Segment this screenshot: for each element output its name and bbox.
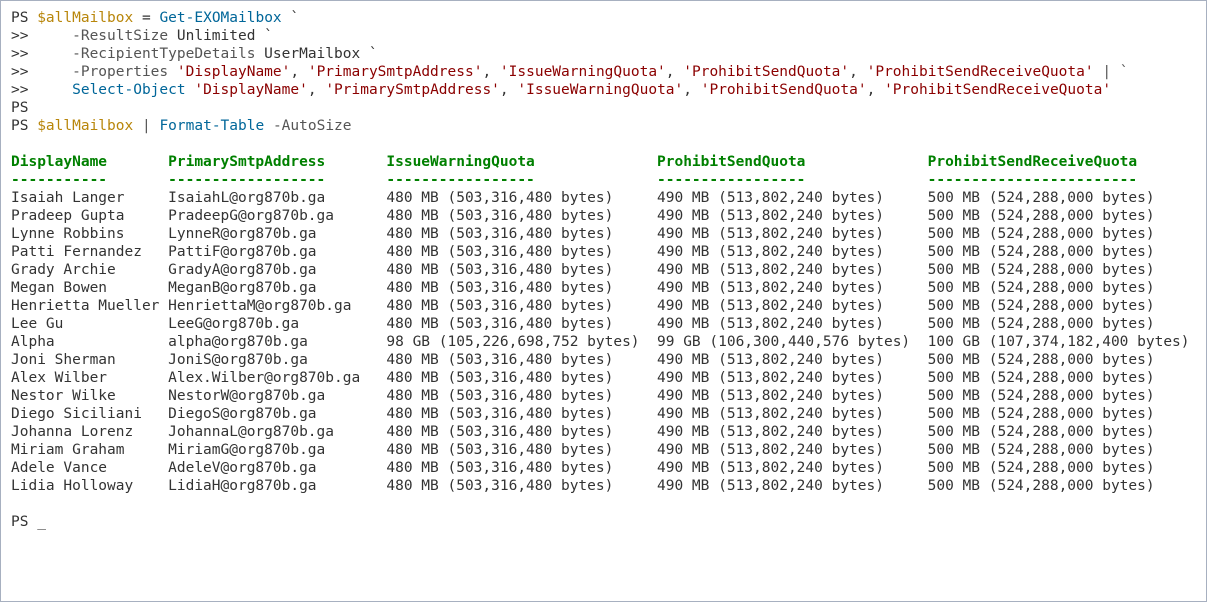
pipe: |: [133, 118, 159, 134]
param-value: Unlimited: [177, 28, 256, 44]
variable: $allMailbox: [37, 118, 133, 134]
powershell-terminal[interactable]: PS $allMailbox = Get-EXOMailbox ` >> -Re…: [0, 0, 1207, 602]
table-row: Henrietta Mueller HenriettaM@org870b.ga …: [11, 298, 1155, 314]
cmd-line-4: >> -Properties 'DisplayName', 'PrimarySm…: [11, 64, 1129, 80]
param-value: UserMailbox: [264, 46, 360, 62]
cmd-line-3: >> -RecipientTypeDetails UserMailbox `: [11, 46, 378, 62]
comma: ,: [666, 64, 683, 80]
prompt: PS: [11, 100, 28, 116]
string-arg: 'ProhibitSendReceiveQuota': [884, 82, 1111, 98]
cmdlet: Format-Table: [159, 118, 264, 134]
cursor: _: [37, 514, 46, 530]
table-row: Diego Siciliani DiegoS@org870b.ga 480 MB…: [11, 406, 1155, 422]
assign-op: =: [133, 10, 159, 26]
cont-prompt: >>: [11, 46, 72, 62]
space: [168, 64, 177, 80]
continuation: `: [282, 10, 299, 26]
cont-prompt: >>: [11, 64, 72, 80]
table-row: Alex Wilber Alex.Wilber@org870b.ga 480 M…: [11, 370, 1155, 386]
table-row: Lidia Holloway LidiaH@org870b.ga 480 MB …: [11, 478, 1155, 494]
cont-prompt: >>: [11, 28, 72, 44]
prompt: PS: [11, 10, 37, 26]
cmd-line-6: PS: [11, 100, 28, 116]
param: -AutoSize: [273, 118, 352, 134]
table-row: Joni Sherman JoniS@org870b.ga 480 MB (50…: [11, 352, 1155, 368]
table-row: Isaiah Langer IsaiahL@org870b.ga 480 MB …: [11, 190, 1155, 206]
prompt: PS: [11, 514, 37, 530]
string-arg: 'PrimarySmtpAddress': [308, 64, 483, 80]
table-row: Nestor Wilke NestorW@org870b.ga 480 MB (…: [11, 388, 1155, 404]
string-arg: 'PrimarySmtpAddress': [325, 82, 500, 98]
prompt-final: PS _: [11, 514, 46, 530]
string-arg: 'IssueWarningQuota': [517, 82, 683, 98]
param: -RecipientTypeDetails: [72, 46, 255, 62]
space: [264, 118, 273, 134]
string-arg: 'DisplayName': [194, 82, 308, 98]
space: [168, 28, 177, 44]
continuation: `: [255, 28, 272, 44]
cmd-line-5: >> Select-Object 'DisplayName', 'Primary…: [11, 82, 1111, 98]
col-header: DisplayName PrimarySmtpAddress IssueWarn…: [11, 154, 1137, 170]
table-row: Megan Bowen MeganB@org870b.ga 480 MB (50…: [11, 280, 1155, 296]
string-arg: 'ProhibitSendQuota': [683, 64, 849, 80]
table-row: Alpha alpha@org870b.ga 98 GB (105,226,69…: [11, 334, 1190, 350]
string-arg: 'ProhibitSendReceiveQuota': [867, 64, 1094, 80]
string-arg: 'ProhibitSendQuota': [701, 82, 867, 98]
cmdlet: Select-Object: [72, 82, 186, 98]
cmd-line-7: PS $allMailbox | Format-Table -AutoSize: [11, 118, 352, 134]
col-underline: ----------- ------------------ ---------…: [11, 172, 1137, 188]
comma: ,: [500, 82, 517, 98]
param: -Properties: [72, 64, 168, 80]
comma: ,: [683, 82, 700, 98]
table-row: Pradeep Gupta PradeepG@org870b.ga 480 MB…: [11, 208, 1155, 224]
string-arg: 'DisplayName': [177, 64, 291, 80]
prompt: PS: [11, 118, 37, 134]
table-row: Johanna Lorenz JohannaL@org870b.ga 480 M…: [11, 424, 1155, 440]
pipe: | `: [1094, 64, 1129, 80]
table-row: Adele Vance AdeleV@org870b.ga 480 MB (50…: [11, 460, 1155, 476]
string-arg: 'IssueWarningQuota': [500, 64, 666, 80]
param: -ResultSize: [72, 28, 168, 44]
table-row: Lee Gu LeeG@org870b.ga 480 MB (503,316,4…: [11, 316, 1155, 332]
table-output: DisplayName PrimarySmtpAddress IssueWarn…: [11, 154, 1190, 494]
table-row: Grady Archie GradyA@org870b.ga 480 MB (5…: [11, 262, 1155, 278]
comma: ,: [482, 64, 499, 80]
space: [255, 46, 264, 62]
comma: ,: [290, 64, 307, 80]
cont-prompt: >>: [11, 82, 72, 98]
cmdlet: Get-EXOMailbox: [159, 10, 281, 26]
continuation: `: [360, 46, 377, 62]
table-row: Miriam Graham MiriamG@org870b.ga 480 MB …: [11, 442, 1155, 458]
variable: $allMailbox: [37, 10, 133, 26]
cmd-line-2: >> -ResultSize Unlimited `: [11, 28, 273, 44]
table-row: Lynne Robbins LynneR@org870b.ga 480 MB (…: [11, 226, 1155, 242]
table-row: Patti Fernandez PattiF@org870b.ga 480 MB…: [11, 244, 1155, 260]
comma: ,: [308, 82, 325, 98]
comma: ,: [867, 82, 884, 98]
comma: ,: [849, 64, 866, 80]
cmd-line-1: PS $allMailbox = Get-EXOMailbox `: [11, 10, 299, 26]
